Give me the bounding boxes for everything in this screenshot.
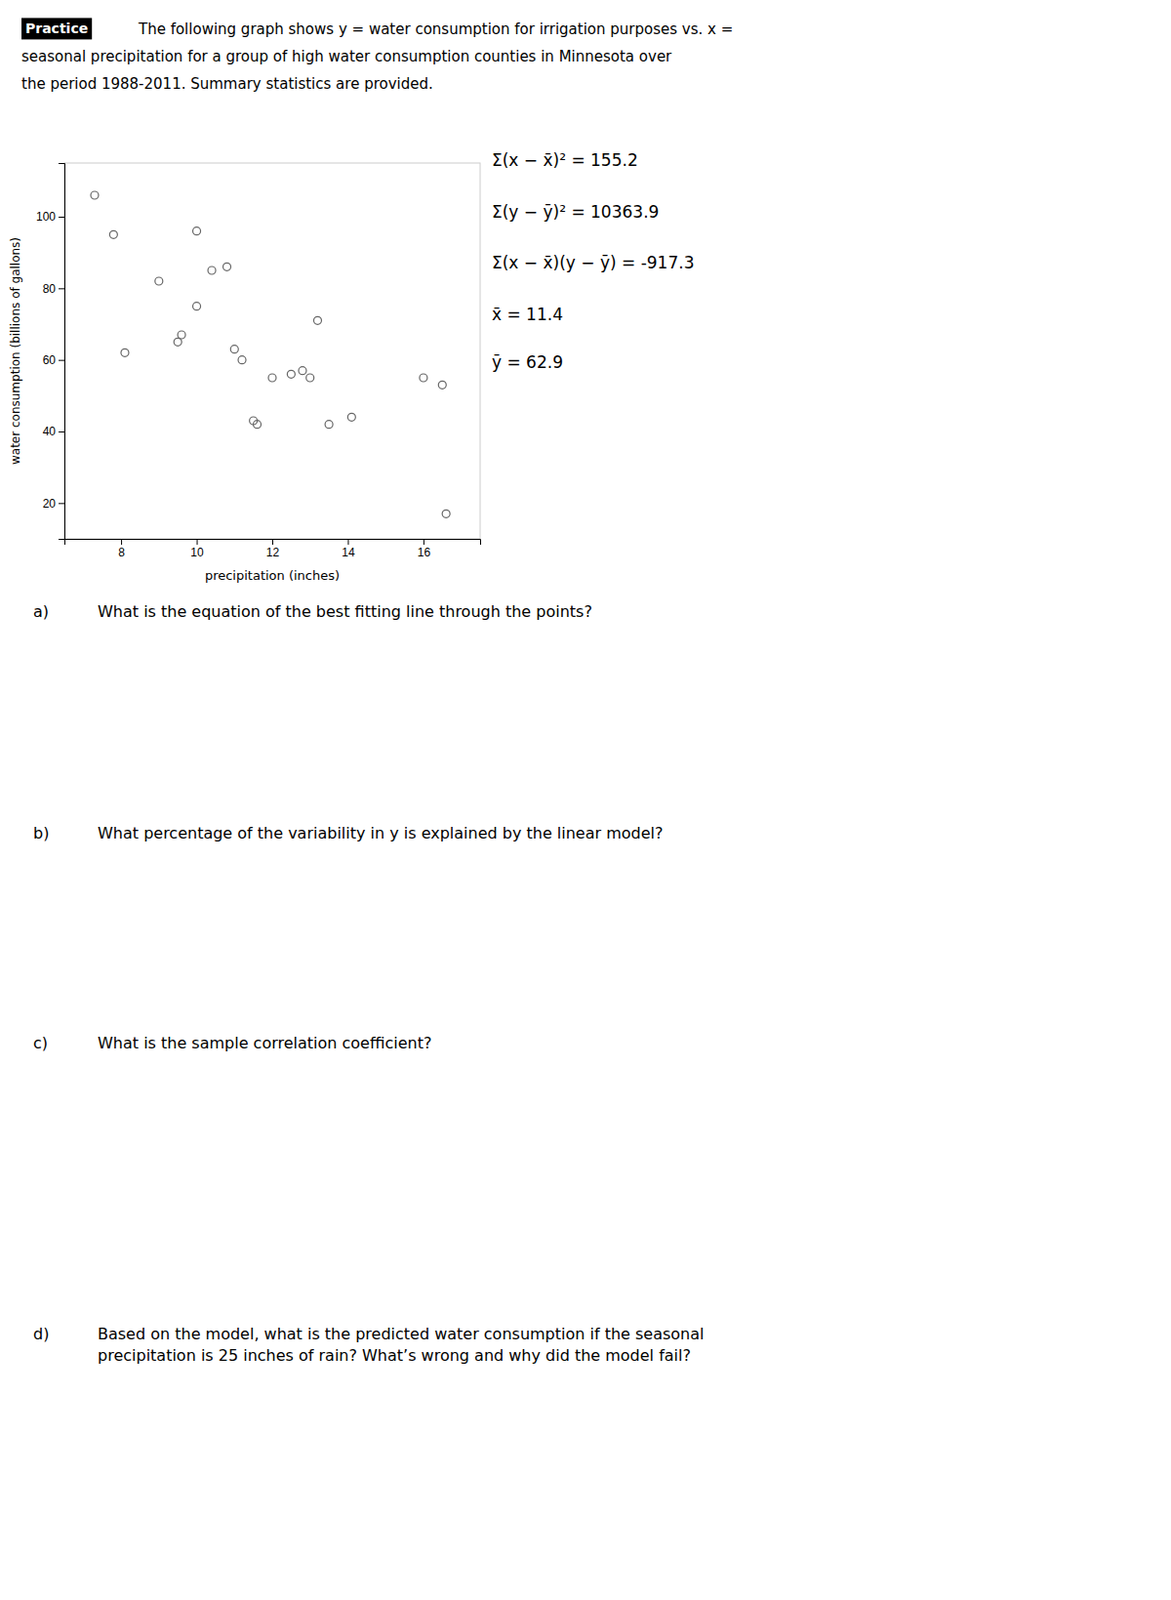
point — [238, 356, 246, 364]
x-tick-mark — [347, 538, 349, 545]
question-line: What percentage of the variability in y … — [97, 823, 663, 843]
x-tick-mark — [121, 538, 122, 545]
x-axis-line — [65, 539, 482, 546]
point — [442, 509, 450, 518]
point — [347, 412, 356, 421]
subtitle: seasonal precipitation for a group of hi… — [21, 47, 673, 66]
x-tick-mark — [423, 538, 425, 545]
point — [193, 227, 202, 236]
point — [286, 369, 295, 378]
point — [306, 373, 315, 382]
x-tick-label: 12 — [266, 545, 281, 560]
subtitle: the period 1988-2011. Summary statistics… — [21, 75, 434, 93]
x-tick-mark — [272, 538, 274, 545]
point — [324, 420, 333, 429]
x-tick-mark — [197, 538, 199, 545]
point — [419, 373, 428, 382]
y-tick-label: 60 — [42, 353, 57, 367]
x-axis: 8 10 12 14 16 — [65, 538, 482, 560]
y-tick-label: 100 — [36, 209, 56, 224]
question-line: precipitation is 25 inches of rain? What… — [97, 1345, 691, 1365]
title-background — [21, 17, 92, 40]
question-text: Based on the model, what is the predicte… — [97, 1324, 705, 1365]
y-tick-mark — [58, 216, 65, 218]
y-tick-mark — [58, 502, 65, 504]
x-tick: 16 — [417, 538, 432, 560]
question-label: d) — [33, 1324, 49, 1343]
point — [230, 345, 239, 354]
y-tick-label: 20 — [42, 496, 57, 511]
y-axis-title: water consumption (billions of gallons) — [8, 237, 23, 465]
y-tick-label: 40 — [42, 424, 57, 439]
point — [173, 337, 182, 346]
title-group: Practice — [21, 17, 92, 40]
y-tick-label: 80 — [42, 282, 57, 296]
page: Practice The following graph shows y = wa… — [0, 0, 1171, 1600]
question-label: a) — [33, 602, 49, 621]
x-tick-label: 8 — [118, 545, 125, 560]
point — [438, 380, 446, 389]
question-text: What percentage of the variability in y … — [97, 823, 663, 843]
point — [223, 262, 232, 271]
statistic: Σ(x − x̄)² = 155.2 — [491, 150, 639, 170]
question-line: Based on the model, what is the predicte… — [97, 1324, 705, 1343]
point — [90, 191, 99, 200]
x-tick: 10 — [190, 538, 204, 560]
point — [177, 330, 186, 339]
y-tick-mark — [58, 431, 65, 433]
question-text: What is the equation of the best fitting… — [97, 602, 593, 621]
statistic: x̄ = 11.4 — [491, 304, 564, 324]
statistic: ȳ = 62.9 — [491, 352, 564, 372]
x-axis-title: precipitation (inches) — [204, 567, 340, 583]
point — [207, 266, 216, 275]
y-tick: 100 — [36, 209, 65, 224]
question-line: What is the equation of the best fitting… — [97, 602, 593, 621]
point — [313, 316, 322, 324]
point — [155, 277, 163, 285]
point — [253, 420, 262, 429]
y-tick: 40 — [42, 424, 65, 439]
point — [193, 302, 202, 311]
point — [121, 348, 129, 357]
subtitle: The following graph shows y = water cons… — [137, 20, 733, 39]
question-line: What is the sample correlation coefficie… — [97, 1033, 432, 1052]
y-tick-mark — [58, 287, 65, 289]
title: Practice — [25, 20, 88, 37]
question-label: c) — [33, 1033, 48, 1052]
question-text: What is the sample correlation coefficie… — [97, 1033, 432, 1052]
y-axis-line — [58, 163, 66, 540]
plot-area: 8 10 12 14 16 20 40 60 80 100 — [36, 162, 482, 560]
x-tick: 12 — [266, 538, 281, 560]
point — [298, 366, 307, 375]
x-tick-label: 10 — [190, 545, 204, 560]
x-tick-label: 14 — [341, 545, 356, 560]
point — [109, 230, 118, 239]
y-tick: 80 — [42, 282, 65, 296]
y-axis: 20 40 60 80 100 — [36, 163, 66, 540]
x-tick: 8 — [118, 538, 125, 560]
points — [90, 191, 450, 518]
statistic: Σ(x − x̄)(y − ȳ) = -917.3 — [491, 252, 694, 273]
y-tick-mark — [58, 360, 65, 362]
x-tick: 14 — [341, 538, 356, 560]
point — [268, 373, 277, 382]
y-tick: 20 — [42, 496, 65, 511]
question-label: b) — [33, 823, 49, 843]
x-tick-label: 16 — [417, 545, 432, 560]
statistic: Σ(y − ȳ)² = 10363.9 — [491, 201, 659, 222]
y-tick: 60 — [42, 353, 65, 367]
plot-frame — [64, 162, 481, 539]
